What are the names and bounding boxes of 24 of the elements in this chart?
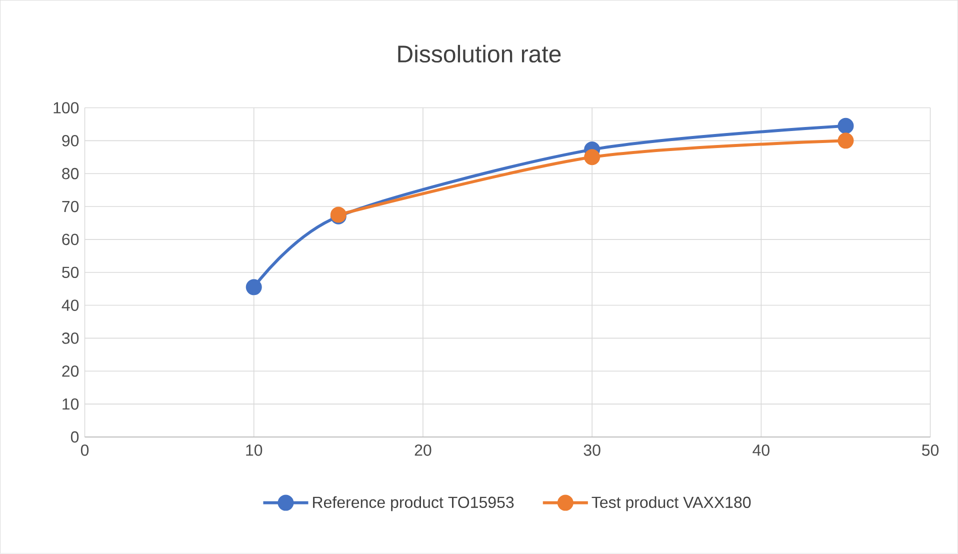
y-tick-label: 20 (62, 366, 79, 377)
x-tick-label: 10 (246, 444, 262, 456)
chart-title: Dissolution rate (398, 45, 561, 63)
point (584, 149, 600, 166)
y-tick-label: 50 (62, 266, 79, 278)
y-tick-label: 70 (62, 200, 79, 212)
x-tick-label: 20 (414, 444, 432, 456)
point (838, 118, 854, 134)
y-tick-label: 100 (54, 102, 79, 114)
point (246, 279, 262, 296)
y-tick-label: 0 (70, 431, 79, 443)
legend-label: Reference product TO15953 (313, 496, 514, 512)
y-tick-label: 90 (62, 135, 79, 146)
y-tick-label: 80 (62, 168, 79, 180)
x-tick-label: 40 (752, 444, 770, 456)
point (838, 132, 854, 149)
x-tick-label: 50 (922, 444, 939, 456)
x-tick-label: 0 (80, 444, 89, 456)
y-tick-label: 30 (62, 332, 79, 344)
y-tick-label: 10 (62, 398, 79, 410)
legend-label: Test product VAXX180 (592, 496, 751, 512)
x-tick-label: 30 (584, 444, 600, 456)
y-tick-label: 40 (62, 300, 79, 312)
y-tick-label: 60 (62, 234, 79, 246)
